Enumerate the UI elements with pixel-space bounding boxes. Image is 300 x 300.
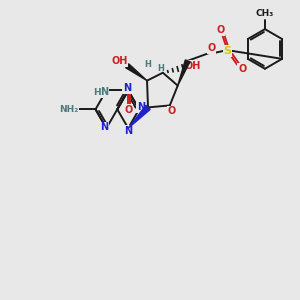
Text: O: O (168, 106, 176, 116)
Text: N: N (137, 102, 145, 112)
Text: O: O (238, 64, 246, 74)
Text: H: H (93, 88, 100, 97)
Polygon shape (128, 105, 150, 128)
Text: NH₂: NH₂ (59, 105, 79, 114)
Polygon shape (178, 60, 190, 85)
Text: N: N (123, 83, 131, 94)
Text: O: O (216, 25, 224, 35)
Text: N: N (100, 122, 109, 132)
Text: O: O (124, 105, 132, 115)
Text: H: H (145, 60, 152, 69)
Text: H: H (158, 64, 164, 73)
Polygon shape (126, 64, 147, 81)
Text: OH: OH (184, 61, 201, 71)
Text: S: S (223, 46, 231, 56)
Text: O: O (207, 43, 216, 53)
Text: N: N (124, 126, 132, 136)
Text: CH₃: CH₃ (256, 9, 274, 18)
Text: N: N (100, 87, 109, 98)
Text: OH: OH (111, 56, 128, 66)
